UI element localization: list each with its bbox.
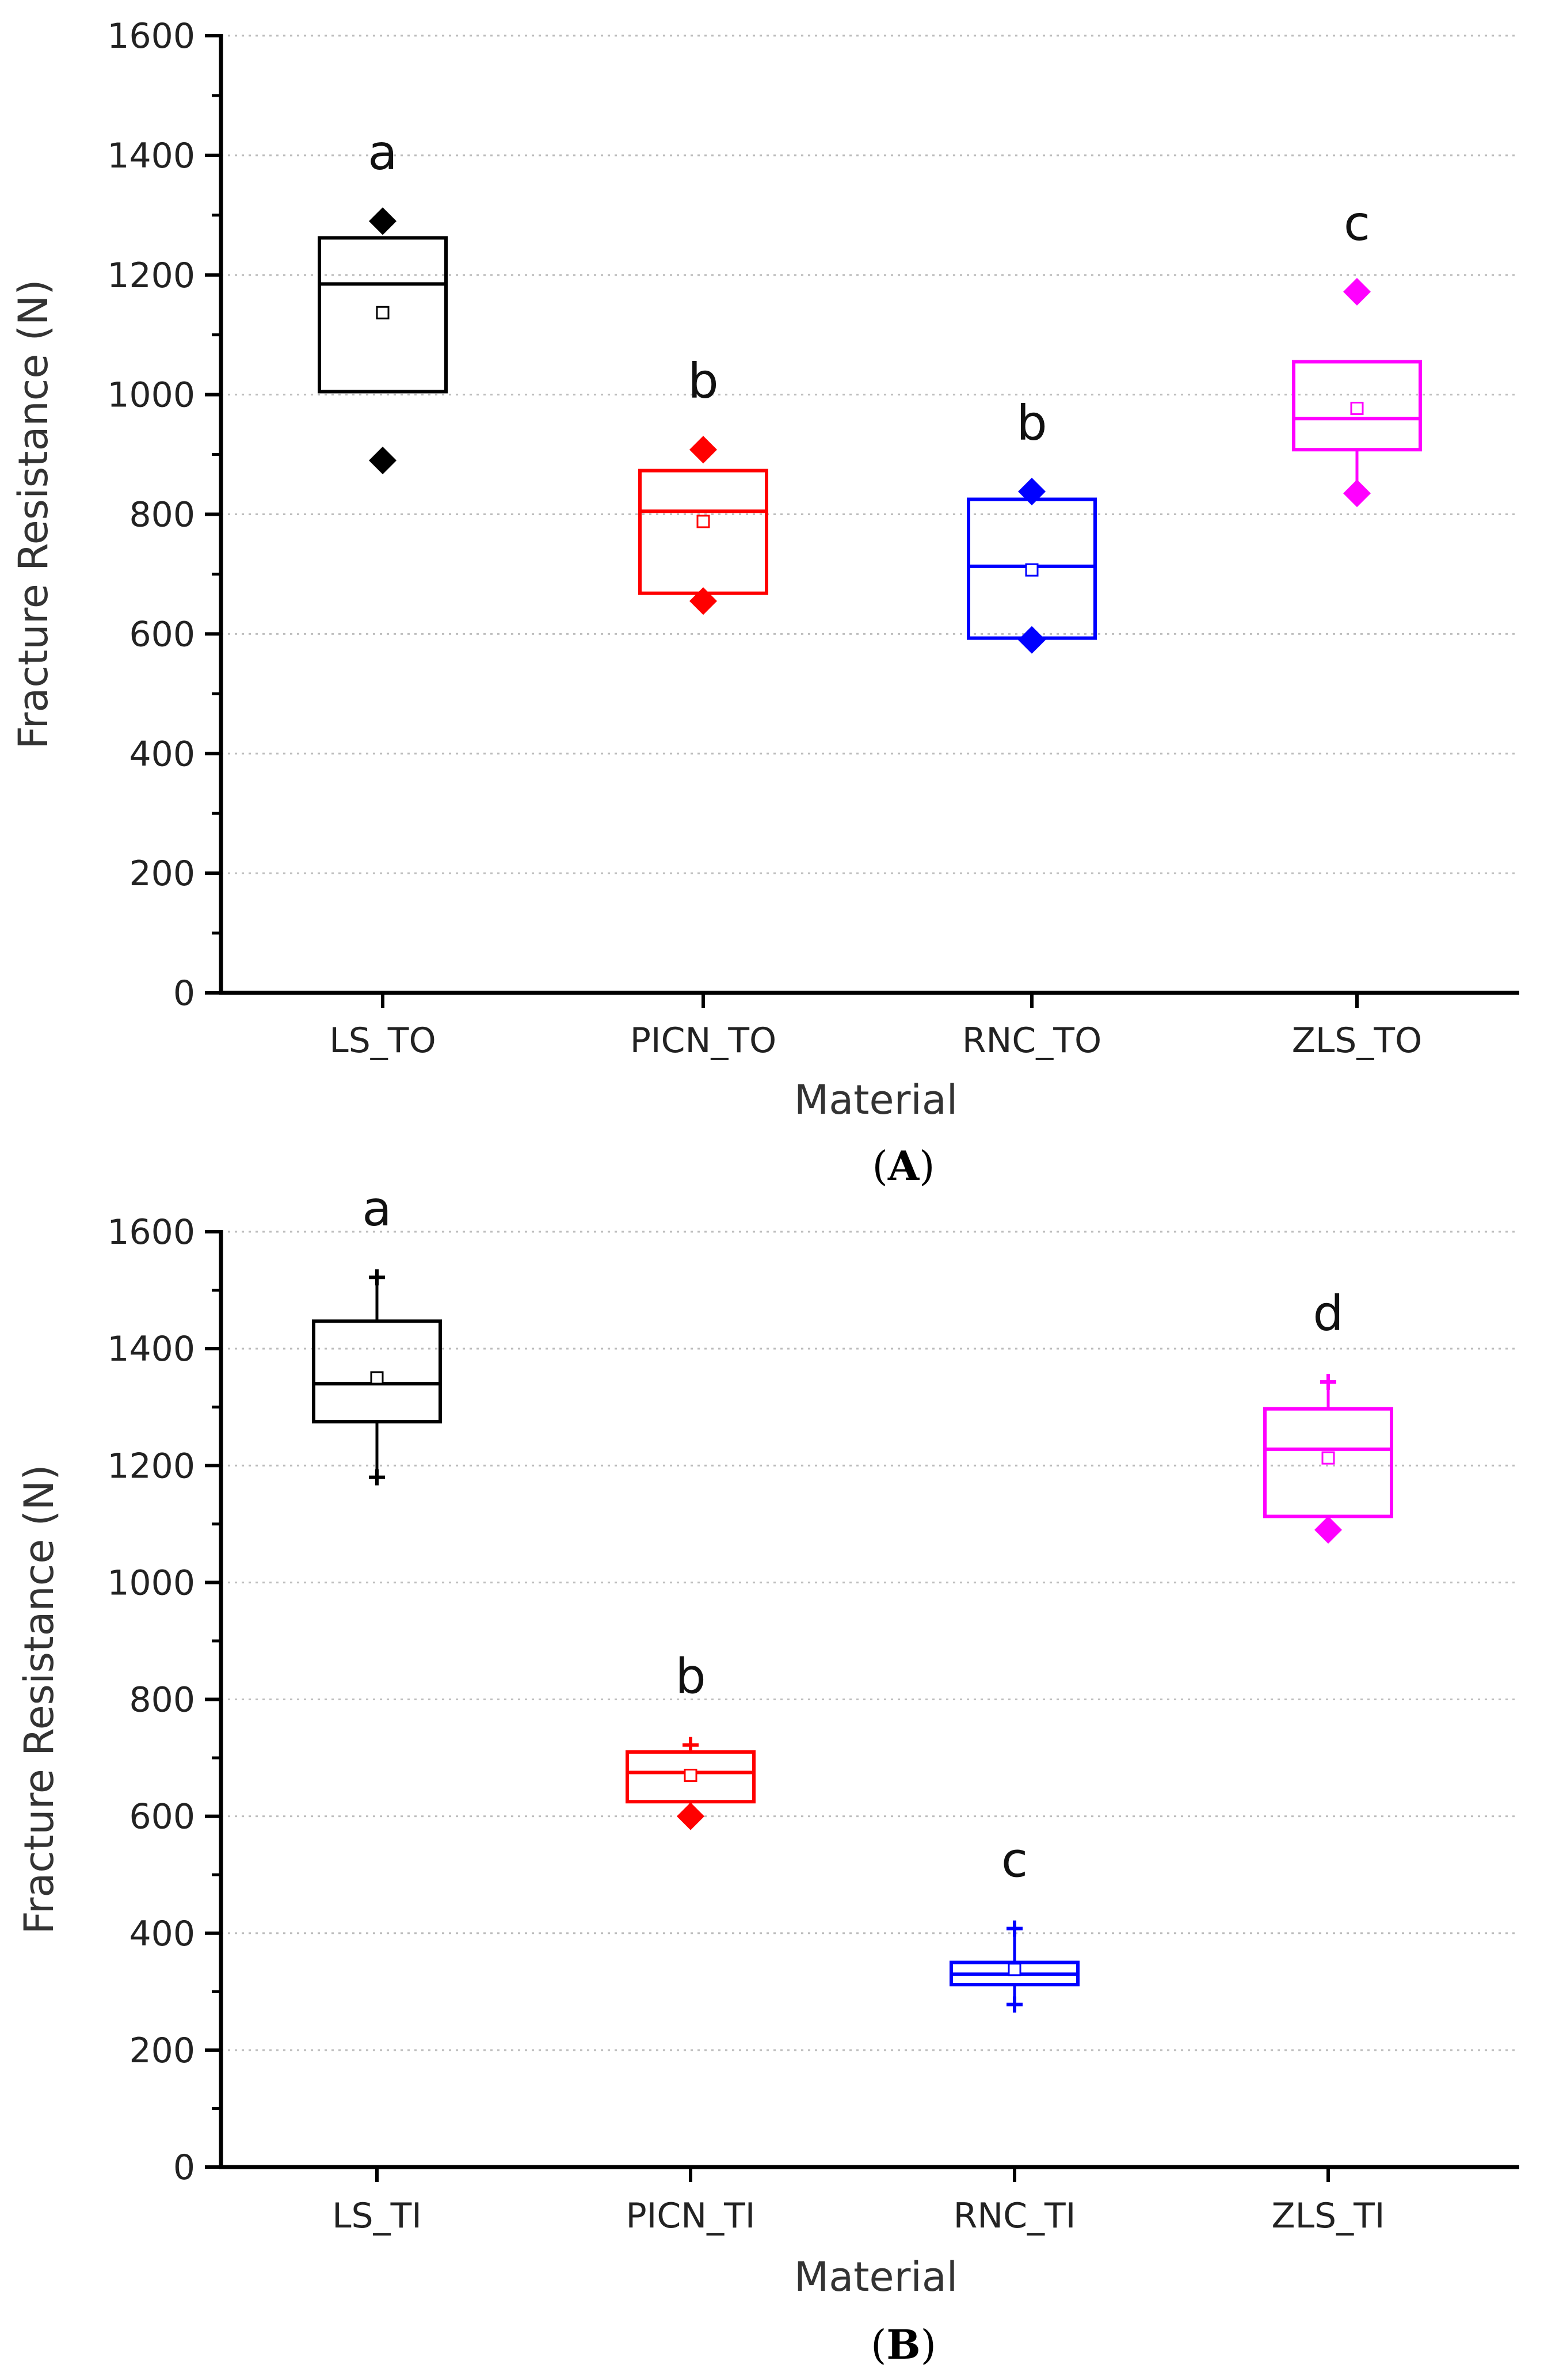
y-tick-label: 800 [129,1680,195,1720]
outlier-point [1343,479,1371,508]
significance-letter: d [1313,1285,1343,1342]
y-tick-label: 400 [129,1914,195,1954]
significance-letter: c [1001,1832,1028,1888]
box-ZLS_TI: ZLS_TI d [1263,1285,1393,2236]
outlier-point [369,207,397,235]
whisker-end-marker [683,1805,699,1822]
whisker-end-marker [1320,1520,1336,1536]
outlier-point [1018,626,1046,654]
y-tick-label: 800 [129,495,195,535]
significance-letter: b [675,1648,706,1705]
significance-letter: c [1344,195,1370,252]
mean-marker [1008,1963,1021,1977]
mean-marker [370,1371,384,1385]
x-tick-label: PICN_TI [626,2196,756,2236]
outlier-point [369,446,397,474]
mean-marker [1321,1451,1335,1465]
x-tick-label: LS_TI [332,2196,422,2236]
iqr-box [312,1319,442,1424]
outlier-point [1343,277,1371,306]
mean-marker [376,306,390,319]
y-tick-label: 1000 [107,1563,195,1603]
whisker-end-marker [369,1269,385,1286]
y-tick-label: 1400 [107,136,195,176]
y-tick-label: 600 [129,614,195,654]
x-tick-label: ZLS_TI [1272,2196,1385,2236]
mean-marker [696,515,710,528]
box-PICN_TO: PICN_TO b [630,353,777,1061]
iqr-box [638,469,768,595]
y-tick-label: 1200 [107,1446,195,1486]
y-tick-label: 1000 [107,375,195,416]
box-ZLS_TO: ZLS_TO c [1292,195,1423,1061]
box-LS_TO: LS_TO a [318,124,448,1061]
y-tick-label: 1200 [107,256,195,296]
outlier-point [1018,478,1046,506]
outlier-point [689,587,717,615]
y-tick-label: 400 [129,734,195,774]
mean-marker [684,1769,697,1783]
y-axis-title: Fracture Resistance (N) [10,279,57,749]
significance-letter: a [362,1181,391,1237]
x-tick-label: LS_TO [329,1020,436,1061]
x-axis-title: Material [794,1076,958,1124]
x-tick-label: ZLS_TO [1292,1020,1423,1061]
mean-marker [1025,563,1039,577]
y-tick-label: 1400 [107,1329,195,1369]
x-tick-label: PICN_TO [630,1020,777,1061]
panel-label: (B) [871,2321,936,2368]
iqr-box [1292,360,1422,452]
panel-a: 0 200 400 600 800 1000 1200 1400 1600 LS_TO a PICN_… [10,16,1519,1190]
x-axis-title: Material [794,2253,958,2301]
x-tick-label: RNC_TO [962,1020,1101,1061]
box-RNC_TI: RNC_TI c [950,1832,1080,2236]
y-axis-title: Fracture Resistance (N) [16,1464,63,1934]
whisker-end-marker [1320,1374,1336,1391]
panel-label: (A) [872,1142,935,1190]
whisker-end-marker [1007,1996,1023,2013]
y-tick-label: 0 [173,973,195,1014]
y-tick-label: 600 [129,1797,195,1837]
y-tick-label: 200 [129,2031,195,2071]
y-tick-label: 0 [173,2147,195,2188]
box-RNC_TO: RNC_TO b [962,395,1101,1061]
whisker-end-marker [1007,1920,1023,1937]
whisker-end-marker [683,1737,699,1753]
significance-letter: a [368,124,397,181]
significance-letter: b [1016,395,1047,451]
mean-marker [1350,402,1364,416]
outlier-point [689,436,717,464]
panel-b: 0 200 400 600 800 1000 1200 1400 1600 LS_TI a PICN_… [16,1181,1519,2368]
box-PICN_TI: PICN_TI b [626,1648,756,2236]
significance-letter: b [688,353,718,409]
y-tick-label: 1600 [107,1212,195,1252]
y-tick-label: 200 [129,854,195,894]
iqr-box [318,236,448,394]
whisker-end-marker [369,1469,385,1486]
y-tick-label: 1600 [107,16,195,56]
box-LS_TI: LS_TI a [312,1181,442,2236]
x-tick-label: RNC_TI [954,2196,1076,2236]
